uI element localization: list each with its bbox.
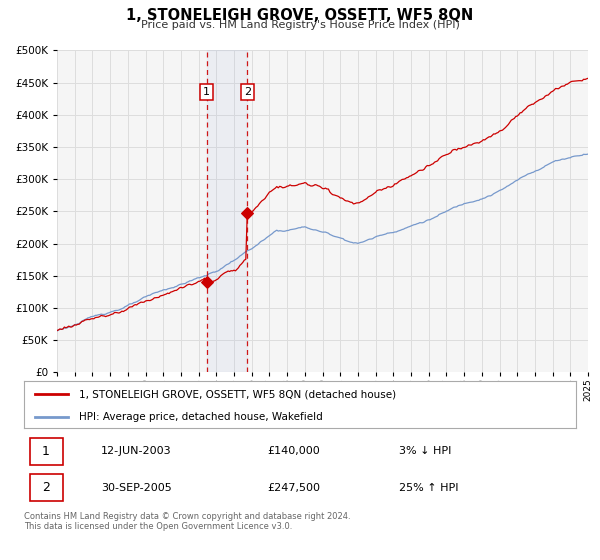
Text: £247,500: £247,500 [267,483,320,493]
Text: 2: 2 [42,481,50,494]
Text: HPI: Average price, detached house, Wakefield: HPI: Average price, detached house, Wake… [79,412,323,422]
Point [202,278,211,287]
Text: 3% ↓ HPI: 3% ↓ HPI [400,446,452,456]
Point [242,208,252,217]
Text: Contains HM Land Registry data © Crown copyright and database right 2024.: Contains HM Land Registry data © Crown c… [24,512,350,521]
Text: 1, STONELEIGH GROVE, OSSETT, WF5 8QN (detached house): 1, STONELEIGH GROVE, OSSETT, WF5 8QN (de… [79,389,397,399]
Text: This data is licensed under the Open Government Licence v3.0.: This data is licensed under the Open Gov… [24,522,292,531]
Text: 1: 1 [203,87,210,97]
Bar [206,50,247,372]
Text: £140,000: £140,000 [267,446,320,456]
Text: 2: 2 [244,87,251,97]
FancyBboxPatch shape [29,438,62,465]
Text: 1, STONELEIGH GROVE, OSSETT, WF5 8QN: 1, STONELEIGH GROVE, OSSETT, WF5 8QN [127,8,473,24]
Text: 25% ↑ HPI: 25% ↑ HPI [400,483,459,493]
Text: 1: 1 [42,445,50,458]
Text: 30-SEP-2005: 30-SEP-2005 [101,483,172,493]
FancyBboxPatch shape [29,474,62,501]
Text: Price paid vs. HM Land Registry's House Price Index (HPI): Price paid vs. HM Land Registry's House … [140,20,460,30]
Text: 12-JUN-2003: 12-JUN-2003 [101,446,172,456]
